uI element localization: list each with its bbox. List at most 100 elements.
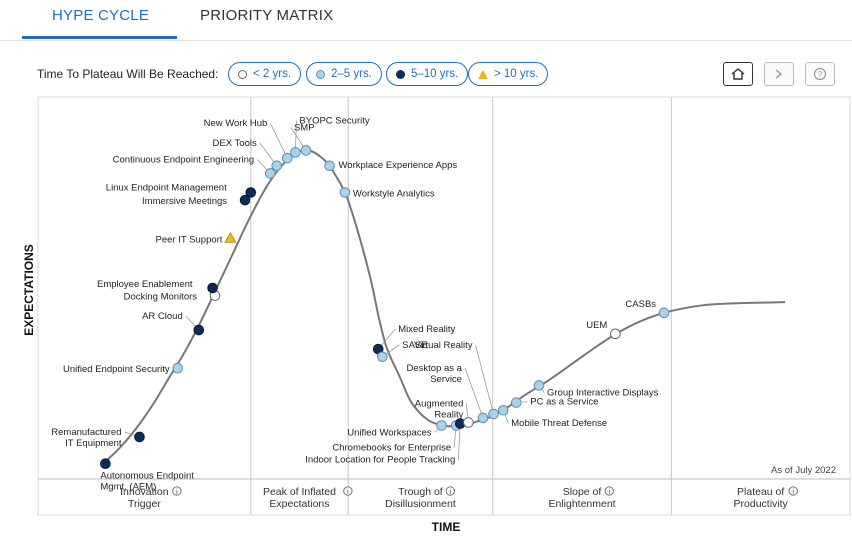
info-icon-glyph: i <box>347 489 349 496</box>
tech-point[interactable] <box>290 147 301 158</box>
phase-label-line: Trigger <box>128 498 161 510</box>
tech-point[interactable] <box>134 431 145 443</box>
point-label: Mobile Threat Defense <box>511 418 607 429</box>
as-of-note: As of July 2022 <box>771 465 836 476</box>
y-axis-title: EXPECTATIONS <box>22 244 36 336</box>
tech-point[interactable] <box>224 232 237 243</box>
help-icon: ? <box>813 67 827 81</box>
phase-label-line: Enlightenment <box>548 498 615 510</box>
tech-point[interactable] <box>245 187 257 198</box>
help-button[interactable]: ? <box>805 62 835 86</box>
point-label-line: Mobile Threat Defense <box>511 418 607 429</box>
legend-5to10-label: 5–10 yrs. <box>411 68 459 80</box>
point-label-line: Peer IT Support <box>156 234 223 245</box>
plot-frame <box>37 96 851 516</box>
point-label-line: DEX Tools <box>213 138 257 149</box>
white-circle-icon <box>238 69 247 79</box>
tech-point[interactable] <box>436 420 447 431</box>
tech-point[interactable] <box>497 404 509 416</box>
point-label-line: Autonomous Endpoint <box>100 471 194 482</box>
point-label-line: New Work Hub <box>204 118 268 129</box>
tech-point[interactable] <box>172 362 183 374</box>
tech-point[interactable] <box>477 412 489 424</box>
legend-gt10-label: > 10 yrs. <box>494 68 539 80</box>
point-label: CASBs <box>625 299 656 310</box>
home-button[interactable] <box>723 62 753 86</box>
point-label-line: SASE <box>402 340 427 351</box>
leader-line <box>464 367 484 419</box>
phase-label-line: Productivity <box>734 498 789 510</box>
legend-lt2-button[interactable]: < 2 yrs. <box>228 62 302 86</box>
info-icon[interactable]: i <box>788 486 798 496</box>
point-label-line: UEM <box>586 320 607 331</box>
point-label-line: Unified Workspaces <box>347 428 432 439</box>
info-icon[interactable]: i <box>445 486 455 496</box>
point-label-line: AR Cloud <box>142 311 183 322</box>
point-label-line: Group Interactive Displays <box>547 387 659 398</box>
info-icon[interactable]: i <box>172 486 182 496</box>
phase-label-line: Disillusionment <box>385 498 456 510</box>
info-icon-circle <box>604 486 614 496</box>
point-label: SASE <box>402 340 427 351</box>
tech-point[interactable] <box>610 328 621 340</box>
point-label: BYOPC Security <box>299 115 369 126</box>
point-label: PC as a Service <box>530 397 598 408</box>
point-label: Unified Endpoint Security <box>63 364 170 375</box>
point-label-line: Docking Monitors <box>124 292 198 303</box>
leader-line <box>269 122 288 159</box>
legend-gt10-button[interactable]: > 10 yrs. <box>468 62 549 86</box>
point-label-line: Reality <box>434 409 463 420</box>
tech-point[interactable] <box>339 187 351 198</box>
point-label-line: Indoor Location for People Tracking <box>305 455 455 466</box>
phase-label-line: Trough of <box>398 486 443 498</box>
tab-hype-cycle[interactable]: HYPE CYCLE <box>52 7 150 24</box>
point-label: Indoor Location for People Tracking <box>305 455 455 466</box>
tech-point[interactable] <box>658 307 670 319</box>
tech-point[interactable] <box>376 351 388 363</box>
tech-point[interactable] <box>488 408 499 420</box>
tech-point[interactable] <box>324 160 335 172</box>
tech-point[interactable] <box>264 168 276 179</box>
info-icon-circle <box>343 486 353 496</box>
legend-5to10-button[interactable]: 5–10 yrs. <box>386 62 469 86</box>
point-label-line: PC as a Service <box>530 397 598 408</box>
legend-2to5-button[interactable]: 2–5 yrs. <box>306 62 382 86</box>
svg-text:?: ? <box>818 70 823 79</box>
pan-button[interactable] <box>764 62 794 86</box>
tech-point[interactable] <box>463 417 474 428</box>
point-label-line: Linux Endpoint Management <box>106 183 227 194</box>
tech-point[interactable] <box>193 324 205 336</box>
point-label-line: Chromebooks for Enterprise <box>332 443 451 454</box>
point-label-line: Continuous Endpoint Engineering <box>113 154 255 165</box>
point-label: Peer IT Support <box>156 234 223 245</box>
point-label: Virtual Reality <box>414 340 473 351</box>
info-icon[interactable]: i <box>604 486 614 496</box>
tech-point[interactable] <box>300 145 312 156</box>
tab-bar: HYPE CYCLE PRIORITY MATRIX <box>0 0 852 41</box>
point-label: SMP <box>294 122 315 133</box>
tech-point[interactable] <box>100 458 111 470</box>
tech-point[interactable] <box>510 397 522 408</box>
tech-point[interactable] <box>239 194 251 206</box>
point-label: Chromebooks for Enterprise <box>332 443 451 454</box>
point-label: DEX Tools <box>213 138 257 149</box>
tab-priority-matrix[interactable]: PRIORITY MATRIX <box>200 7 334 24</box>
tech-point[interactable] <box>281 152 293 164</box>
point-label-line: SMP <box>294 122 315 133</box>
info-icon[interactable]: i <box>343 486 353 496</box>
tech-point[interactable] <box>207 282 218 294</box>
point-label: AR Cloud <box>142 311 183 322</box>
point-label-line: Remanufactured <box>51 427 121 438</box>
point-label: Linux Endpoint Management <box>106 183 227 194</box>
point-label-line: Mixed Reality <box>398 324 455 335</box>
tech-point[interactable] <box>533 380 545 391</box>
phase-label-line: Innovation <box>120 486 169 498</box>
info-icon-circle <box>788 486 798 496</box>
point-label-line: Employee Enablement <box>97 279 193 290</box>
tech-point[interactable] <box>271 160 283 172</box>
